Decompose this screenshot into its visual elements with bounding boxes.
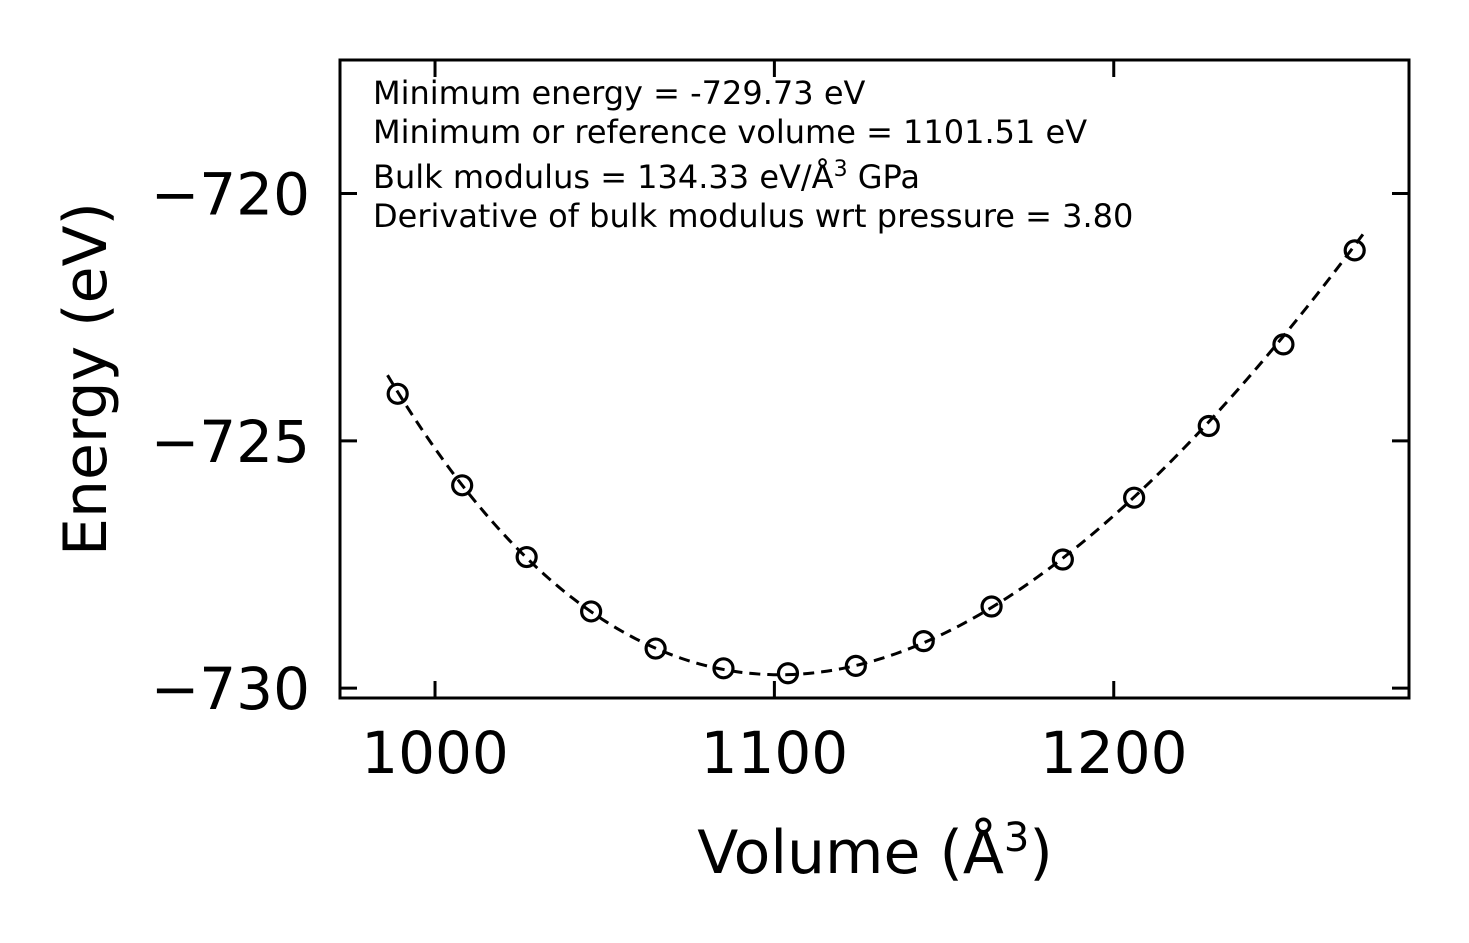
annotation-box: Minimum energy = -729.73 eV Minimum or r… <box>373 74 1133 235</box>
x-axis-label-main: Volume (Å <box>697 817 1004 888</box>
x-axis-label-superscript: 3 <box>1004 815 1029 861</box>
y-tick-label: −720 <box>151 161 310 229</box>
axis-ticks <box>340 60 1409 698</box>
annotation-bulk-derivative: Derivative of bulk modulus wrt pressure … <box>373 197 1133 235</box>
data-point <box>580 600 603 623</box>
data-point <box>386 382 409 405</box>
data-point <box>515 545 538 569</box>
y-tick-label: −730 <box>151 655 310 723</box>
annotation-min-energy: Minimum energy = -729.73 eV <box>373 74 866 112</box>
plot-area-frame <box>338 58 1411 700</box>
data-point <box>912 630 935 653</box>
x-axis-label: Volume (Å3) <box>697 815 1053 888</box>
bulk-modulus-main: Bulk modulus = 134.33 eV/Å <box>373 158 834 196</box>
data-point <box>844 654 867 677</box>
tick-labels: 1000 1100 1200 −720 −725 −730 <box>151 161 1188 787</box>
data-point <box>644 637 667 660</box>
x-axis-label-close: ) <box>1029 818 1052 888</box>
data-point <box>1123 486 1146 509</box>
data-point <box>1343 239 1366 262</box>
x-tick-label: 1000 <box>361 719 509 787</box>
data-point <box>712 657 735 680</box>
x-tick-label: 1100 <box>701 719 849 787</box>
fit-curve-line <box>386 230 1367 677</box>
y-axis-label: Energy (eV) <box>51 202 121 556</box>
bulk-modulus-unit: GPa <box>848 158 920 196</box>
annotation-bulk-modulus: Bulk modulus = 134.33 eV/Å3 GPa <box>373 157 920 196</box>
data-point <box>1197 414 1220 438</box>
data-point <box>980 595 1003 618</box>
data-point <box>1051 548 1074 571</box>
bulk-modulus-superscript: 3 <box>834 157 848 182</box>
data-point <box>451 474 474 497</box>
annotation-ref-volume: Minimum or reference volume = 1101.51 eV <box>373 113 1087 151</box>
data-points <box>386 239 1366 685</box>
x-tick-label: 1200 <box>1040 719 1188 787</box>
data-point <box>1272 333 1295 356</box>
data-point <box>776 662 800 685</box>
y-tick-label: −725 <box>151 408 310 476</box>
